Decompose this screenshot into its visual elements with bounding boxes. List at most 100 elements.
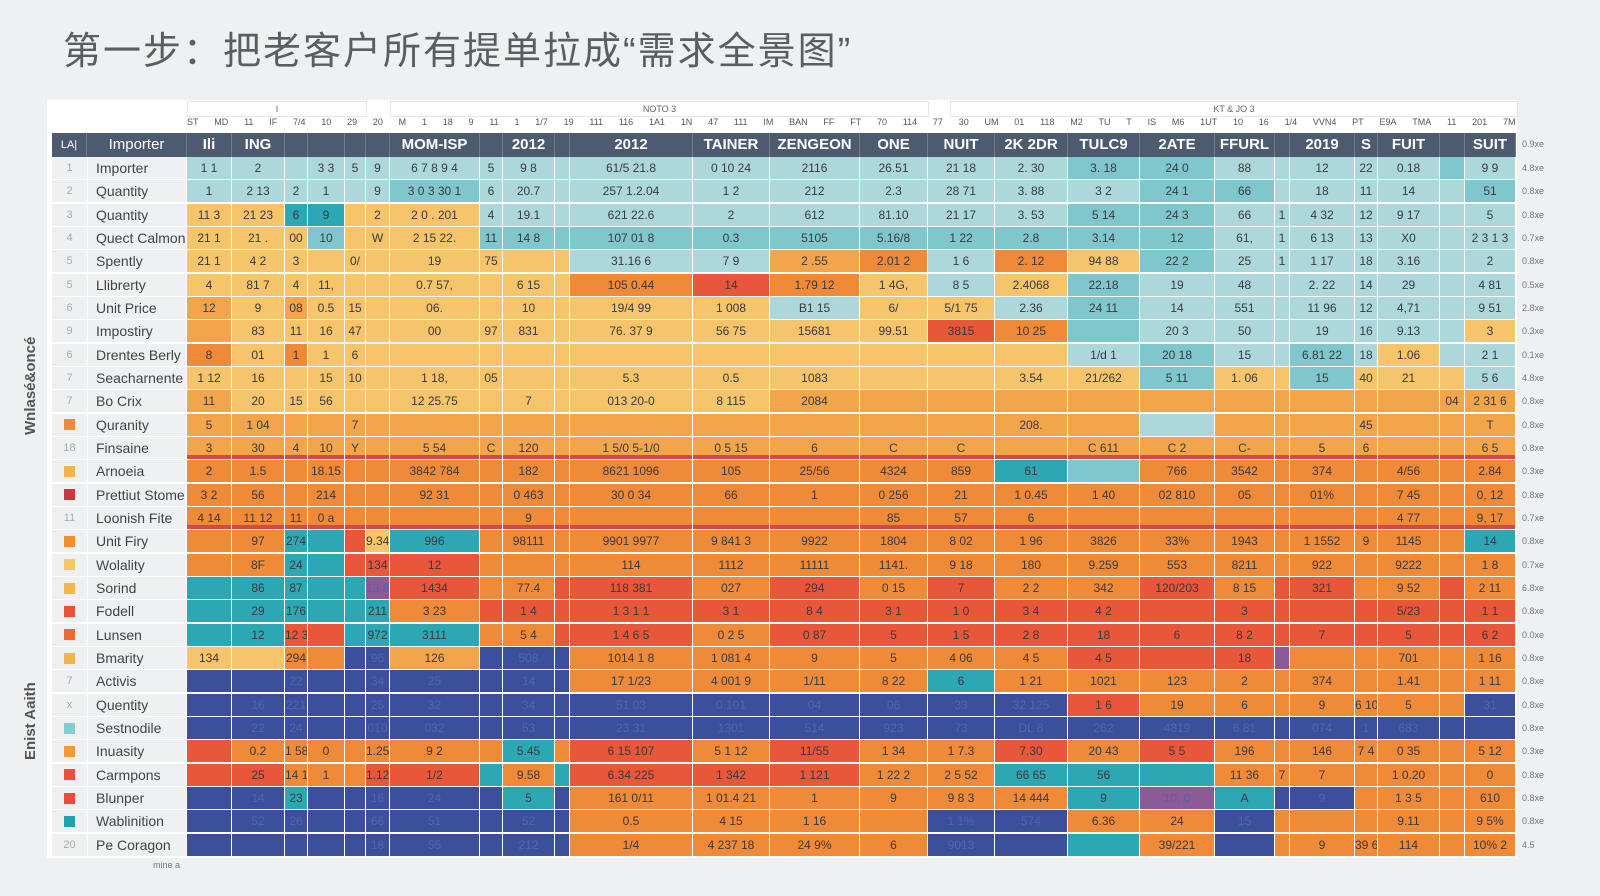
column-header[interactable] <box>480 133 503 157</box>
legend-swatch-icon <box>64 489 75 501</box>
heatmap-cell: 9 <box>860 786 928 809</box>
heatmap-cell: 1141. <box>860 553 928 576</box>
heatmap-cell: 3 3 <box>308 157 345 179</box>
column-header[interactable]: ONE <box>860 133 928 157</box>
column-header[interactable]: 2012 <box>570 133 693 157</box>
row-right-label: 0.8xe <box>1522 676 1545 687</box>
legend-swatch-icon <box>64 535 75 547</box>
heatmap-cell: 22 <box>285 670 308 693</box>
heatmap-cell: 86 <box>232 576 285 599</box>
column-header[interactable]: 2019 <box>1290 133 1355 157</box>
column-header[interactable]: SUIT <box>1465 133 1516 157</box>
header-importer[interactable]: Importer <box>87 133 187 157</box>
heatmap-cell <box>555 833 570 856</box>
heatmap-cell: 1 12 <box>187 366 232 389</box>
heatmap-cell <box>928 343 995 366</box>
heatmap-cell <box>480 553 503 576</box>
heatmap-cell: 105 <box>693 460 770 483</box>
column-header[interactable] <box>285 133 308 157</box>
heatmap-cell: 29 <box>1378 273 1440 296</box>
heatmap-cell <box>1440 483 1465 506</box>
column-header[interactable]: FFURL <box>1215 133 1275 157</box>
heatmap-cell: 3 <box>1465 320 1516 343</box>
heatmap-cell: 3.54 <box>995 366 1068 389</box>
column-header[interactable]: TAINER <box>693 133 770 157</box>
heatmap-cell: 75 <box>480 250 503 273</box>
row-label: Quantity <box>88 203 186 226</box>
heatmap-cell <box>860 810 928 833</box>
column-header[interactable]: NUIT <box>928 133 995 157</box>
heatmap-cell: 1 <box>187 180 232 203</box>
sub-header-tick: 10 <box>321 117 332 127</box>
heatmap-cell: 221 <box>285 693 308 716</box>
heatmap-cell: 1/d 1 <box>1068 343 1140 366</box>
heatmap-cell: 4,71 <box>1378 296 1440 319</box>
column-header[interactable]: FUIT <box>1378 133 1440 157</box>
heatmap-cell <box>308 553 345 576</box>
row-index: 7 <box>52 670 87 693</box>
heatmap-cell <box>366 366 390 389</box>
row-index: 9 <box>52 320 87 343</box>
column-header[interactable] <box>1275 133 1290 157</box>
column-header[interactable]: 2012 <box>503 133 555 157</box>
heatmap-cell <box>1355 623 1378 646</box>
heatmap-cell: 14 1 <box>285 763 308 786</box>
heatmap-cell <box>480 483 503 506</box>
heatmap-cell: 1 4 <box>503 600 555 623</box>
heatmap-cell <box>187 763 232 786</box>
heatmap-cell: 551 <box>1215 296 1275 319</box>
heatmap-cell: 5 <box>480 157 503 179</box>
heatmap-cell <box>860 390 928 413</box>
heatmap-cell: 66 <box>1215 203 1275 226</box>
column-header[interactable]: MOM-ISP <box>390 133 480 157</box>
heatmap-cell: 134 <box>187 646 232 669</box>
heatmap-cell: 7 45 <box>1378 483 1440 506</box>
heatmap-cell: 6 <box>1140 623 1215 646</box>
column-header[interactable]: Ili <box>187 133 232 157</box>
column-header[interactable]: S <box>1355 133 1378 157</box>
heatmap-cell <box>345 693 366 716</box>
heatmap-cell <box>366 250 390 273</box>
heatmap-cell <box>308 810 345 833</box>
heatmap-cell: 61, <box>1215 226 1275 249</box>
row-index <box>52 553 87 576</box>
heatmap-cell: 1434 <box>390 576 480 599</box>
heatmap-cell <box>480 716 503 739</box>
column-header[interactable]: TULC9 <box>1068 133 1140 157</box>
column-header[interactable] <box>366 133 390 157</box>
column-header[interactable]: ZENGEON <box>770 133 860 157</box>
column-header[interactable]: 2ATE <box>1140 133 1215 157</box>
column-header[interactable]: 2K 2DR <box>995 133 1068 157</box>
heatmap-cell: 1 <box>770 483 860 506</box>
heatmap-cell: 0 <box>308 740 345 763</box>
heatmap-cell: 0.7 57, <box>390 273 480 296</box>
heatmap-cell: B1 15 <box>770 296 860 319</box>
heatmap-cell <box>480 833 503 856</box>
sub-header-tick: 19 <box>563 117 574 127</box>
column-header[interactable] <box>555 133 570 157</box>
heatmap-cell <box>345 530 366 553</box>
sub-header-tick: E9A <box>1379 117 1397 127</box>
heatmap-cell <box>1275 157 1290 179</box>
row-label: Impostiry <box>88 320 186 343</box>
heatmap-cell <box>1290 600 1355 623</box>
heatmap-cell: 18 <box>1215 646 1275 669</box>
column-header[interactable] <box>308 133 345 157</box>
heatmap-cell <box>1440 203 1465 226</box>
heatmap-cell: 56 <box>308 390 345 413</box>
column-header[interactable] <box>345 133 366 157</box>
heatmap-cell: 2 <box>693 203 770 226</box>
sub-header-tick: M2 <box>1070 117 1083 127</box>
heatmap-cell: 6 <box>928 670 995 693</box>
heatmap-cell: 0 35 <box>1378 740 1440 763</box>
heatmap-cell: 5 11 <box>1140 366 1215 389</box>
heatmap-cell: 5/1 75 <box>928 296 995 319</box>
heatmap-cell <box>503 553 555 576</box>
heatmap-cell: 3542 <box>1215 460 1275 483</box>
heatmap-cell <box>308 576 345 599</box>
column-header[interactable]: ING <box>232 133 285 157</box>
column-header[interactable] <box>1440 133 1465 157</box>
heatmap-cell <box>1068 506 1140 529</box>
row-index <box>52 763 87 786</box>
heatmap-cell: C 2 <box>1140 436 1215 459</box>
